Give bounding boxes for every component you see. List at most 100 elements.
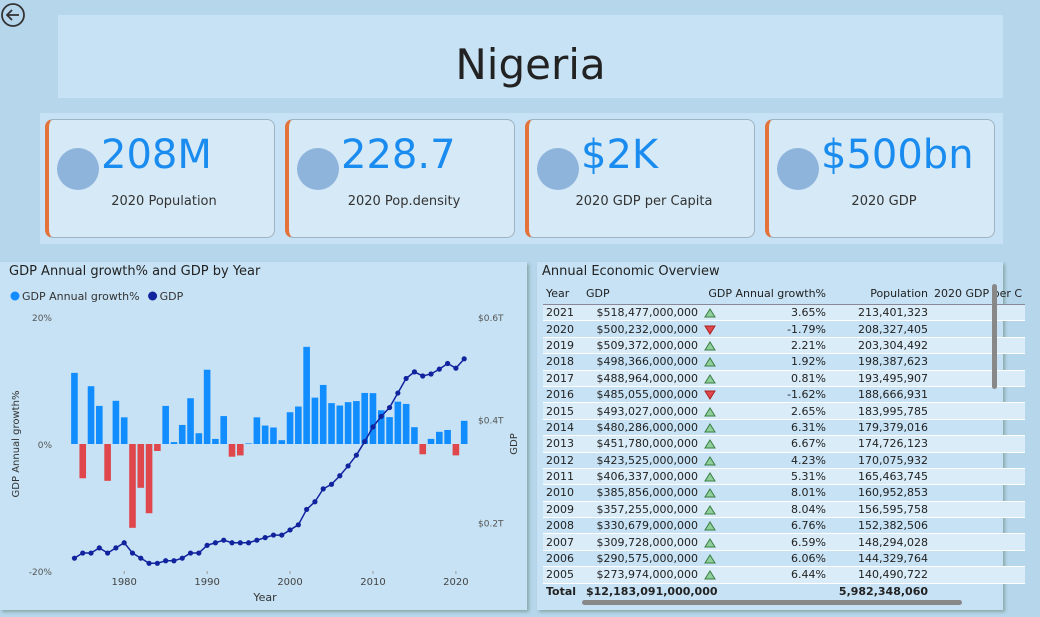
bar xyxy=(261,425,269,444)
line-point xyxy=(96,545,102,551)
table-cell: 5.31% xyxy=(701,468,829,486)
table-cell: $423,525,000,000 xyxy=(583,452,701,469)
table-cell: $509,372,000,000 xyxy=(583,337,701,355)
table-cell xyxy=(931,419,1025,437)
table-cell: $385,856,000,000 xyxy=(583,484,701,502)
table-row: 2017 $488,964,000,000 0.81% 193,495,907 xyxy=(543,370,1025,387)
bar xyxy=(460,420,468,444)
table-row: 2021 $518,477,000,000 3.65% 213,401,323 xyxy=(543,304,1025,322)
table-cell: 2012 xyxy=(543,452,583,469)
trend-icon xyxy=(704,308,716,318)
table-cell: 6.44% xyxy=(701,566,829,584)
bar xyxy=(253,417,261,444)
table-cell: 2010 xyxy=(543,484,583,502)
table-cell: $406,337,000,000 xyxy=(583,468,701,486)
column-header[interactable]: Year xyxy=(543,282,583,305)
bar xyxy=(220,416,228,444)
table-row: 2010 $385,856,000,000 8.01% 160,952,853 xyxy=(543,484,1025,502)
x-tick-label: 2010 xyxy=(360,577,385,588)
cell-text: 6.67% xyxy=(791,437,826,451)
table-cell: 183,995,785 xyxy=(829,402,931,420)
table-cell xyxy=(931,533,1025,551)
table-row: 2005 $273,974,000,000 6.44% 140,490,722 xyxy=(543,566,1025,584)
cell-text: $500,232,000,000 xyxy=(596,322,698,336)
cell-text: 5.31% xyxy=(791,470,826,484)
cell-text: 6.31% xyxy=(791,420,826,434)
line-point xyxy=(445,360,451,367)
table-row: 2006 $290,575,000,000 6.06% 144,329,764 xyxy=(543,550,1025,568)
bar xyxy=(436,431,443,444)
cell-text: $485,055,000,000 xyxy=(596,388,698,402)
line-point xyxy=(229,540,235,546)
line-point xyxy=(453,365,459,371)
cell-text: 2018 xyxy=(546,355,574,369)
table-row: 2016 $485,055,000,000 -1.62% 188,666,931 xyxy=(543,386,1025,404)
back-button[interactable] xyxy=(0,0,28,28)
table-cell: 2011 xyxy=(543,468,583,486)
table-cell xyxy=(931,386,1025,404)
table-cell: 2005 xyxy=(543,566,583,584)
bar xyxy=(311,397,319,444)
bar xyxy=(71,372,78,444)
table-row: 2009 $357,255,000,000 8.04% 156,595,758 xyxy=(543,501,1025,519)
x-axis-title: Year xyxy=(252,591,277,604)
cell-text: 8.04% xyxy=(791,502,826,516)
bar xyxy=(427,438,435,444)
line-point xyxy=(378,413,384,419)
table-cell xyxy=(931,484,1025,502)
cell-text: 156,595,758 xyxy=(858,502,928,516)
line-point xyxy=(196,550,202,556)
total-row: Total $12,183,091,000,000 5,982,348,060 xyxy=(543,582,1025,600)
line-point xyxy=(163,558,169,564)
bar xyxy=(319,384,327,444)
y2-tick-label: $0.2T xyxy=(478,519,504,529)
bar xyxy=(336,405,344,444)
table-cell: $485,055,000,000 xyxy=(583,386,701,404)
table-cell: 2008 xyxy=(543,517,583,535)
table-cell xyxy=(931,517,1025,535)
table-cell: 148,294,028 xyxy=(829,533,931,551)
column-header[interactable]: Population xyxy=(829,282,931,305)
cell-text: 144,329,764 xyxy=(858,552,928,566)
table-cell: 2009 xyxy=(543,501,583,519)
table-cell: 2017 xyxy=(543,370,583,387)
table-cell: 140,490,722 xyxy=(829,566,931,584)
x-tick-label: 1980 xyxy=(111,577,136,588)
cell-text: 2007 xyxy=(546,535,574,549)
line-point xyxy=(237,540,243,546)
line-point xyxy=(204,542,210,548)
table-cell xyxy=(931,566,1025,584)
table-cell xyxy=(931,550,1025,568)
column-header[interactable]: GDP Annual growth% xyxy=(701,282,829,305)
column-header[interactable]: GDP xyxy=(583,282,701,305)
table-cell: $480,286,000,000 xyxy=(583,419,701,437)
scrollbar[interactable] xyxy=(992,284,997,389)
cell-text: 4.23% xyxy=(791,453,826,467)
total-cell xyxy=(931,582,1025,600)
bar xyxy=(129,444,136,528)
cell-text: 2010 xyxy=(546,486,574,500)
bar xyxy=(377,410,385,444)
line-point xyxy=(395,390,401,396)
trend-icon xyxy=(704,390,716,401)
scrollbar[interactable] xyxy=(582,600,962,605)
kpi-icon xyxy=(777,148,819,190)
cell-text: 208,327,405 xyxy=(858,322,928,336)
table-cell: 179,379,016 xyxy=(829,419,931,437)
cell-text: 198,387,623 xyxy=(858,355,928,369)
cell-text: 160,952,853 xyxy=(858,486,928,500)
y-axis-title: GDP Annual growth% xyxy=(11,391,22,498)
cell-text: 2017 xyxy=(546,371,574,385)
cell-text: 6.59% xyxy=(791,535,826,549)
cell-text: $498,366,000,000 xyxy=(596,355,698,369)
cell-text: 2011 xyxy=(546,470,574,484)
table-row: 2020 $500,232,000,000 -1.79% 208,327,405 xyxy=(543,320,1025,338)
chart-title: GDP Annual growth% and GDP by Year xyxy=(9,264,261,279)
column-header[interactable]: 2020 GDP per C xyxy=(931,282,1025,305)
bar xyxy=(187,398,194,444)
cell-text: 3.65% xyxy=(791,306,826,320)
bar xyxy=(154,444,161,451)
table-cell: 6.06% xyxy=(701,550,829,568)
line-point xyxy=(328,481,335,487)
cell-text: 170,075,932 xyxy=(858,453,928,467)
